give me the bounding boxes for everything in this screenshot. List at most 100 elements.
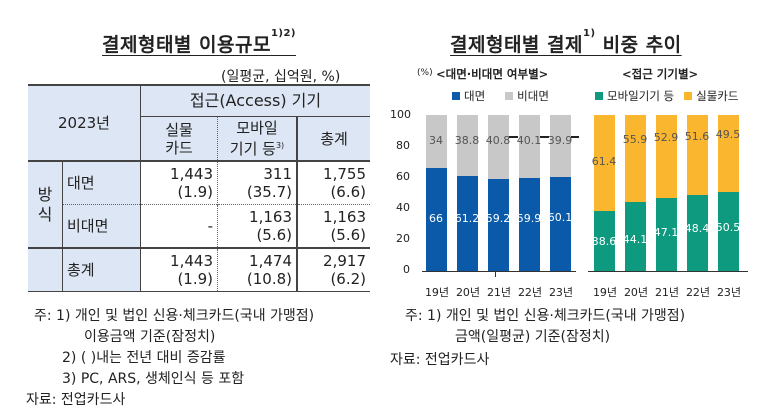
left-notes: 주: 1) 개인 및 법인 신용·체크카드(국내 가맹점) 이용금액 기준(잠정… <box>34 306 314 390</box>
chart2-title: <접근 기기별> <box>622 67 699 81</box>
row-group-method: 방 식 <box>28 161 63 248</box>
note-1-cont: 금액(일평균) 기준(잠정치) <box>455 329 611 345</box>
legend-swatch-mobile <box>595 92 603 100</box>
cell-value: - <box>207 217 213 235</box>
x-tick: 19년 <box>592 286 618 299</box>
left-title: 결제형태별 이용규모1)2) <box>102 28 296 57</box>
bar-label: 61.4 <box>591 155 617 168</box>
chart1-plot: 100 80 60 40 20 0 34 66 38.8 61.2 40.8 5… <box>390 108 579 299</box>
x-tick: 22년 <box>685 286 711 299</box>
right-source: 자료: 전업카드사 <box>390 352 490 368</box>
x-tick: 22년 <box>517 286 543 299</box>
cell-rate: (1.9) <box>177 270 213 288</box>
bar-mobile-19: 38.6 <box>592 211 616 271</box>
note-1: 주: 1) 개인 및 법인 신용·체크카드(국내 가맹점) <box>34 308 315 324</box>
right-title-text: 결제형태별 결제 <box>450 34 583 56</box>
bar-card-19: 61.4 <box>592 115 616 211</box>
chart1-ylabel: (%) <box>417 68 433 78</box>
x-tick: 23년 <box>716 286 742 299</box>
bar-label: 51.6 <box>684 130 710 143</box>
chart1-legend: 대면 비대면 <box>452 88 549 104</box>
row-label-total: 총계 <box>62 248 141 292</box>
bar-label: 39.9 <box>547 134 573 147</box>
right-title-tail: 비중 추이 <box>595 34 682 56</box>
bar-label: 59.9 <box>516 212 542 225</box>
row-label-face: 대면 <box>62 161 141 205</box>
bar-mobile-20: 44.1 <box>623 202 647 271</box>
y-tick: 60 <box>396 170 410 183</box>
row-group-spacer <box>28 248 63 292</box>
bar-mobile-23: 50.5 <box>716 192 740 271</box>
cell-value: 311 <box>263 165 292 183</box>
bar-label: 55.9 <box>622 133 648 146</box>
chart1-title: <대면·비대면 여부별> <box>436 67 549 81</box>
y-tick: 20 <box>396 232 410 245</box>
cell-value: 1,163 <box>249 208 292 226</box>
cell-value: 1,163 <box>323 208 366 226</box>
chart2-plot: 61.4 38.6 55.9 44.1 52.9 47.1 51.6 48.4 … <box>585 108 763 299</box>
col-header-mobile: 모바일 기기 등3) <box>217 116 298 162</box>
bar-mobile-22: 48.4 <box>685 195 709 271</box>
x-axis <box>588 271 748 272</box>
dash-marker <box>540 136 549 138</box>
bar-label: 59.2 <box>485 212 511 225</box>
cell-rate: (35.7) <box>246 183 292 201</box>
left-title-sup: 1)2) <box>270 28 296 39</box>
col-header-total: 총계 <box>297 116 370 162</box>
bar-nonface-22: 40.1 <box>517 115 541 178</box>
legend-label-card: 실물카드 <box>696 89 739 103</box>
axis-tick <box>495 271 496 277</box>
bar-label: 34 <box>429 134 443 147</box>
cell-rate: (10.8) <box>246 270 292 288</box>
right-title: 결제형태별 결제1) 비중 추이 <box>450 28 682 57</box>
cell-value: 1,474 <box>249 252 292 270</box>
cell-rate: (5.6) <box>256 226 292 244</box>
bar-label: 52.9 <box>653 131 679 144</box>
bar-face-19: 66 <box>426 168 447 271</box>
bar-label: 38.8 <box>454 134 480 147</box>
y-tick: 100 <box>390 108 411 121</box>
bar-face-20: 61.2 <box>455 176 479 271</box>
bar-mobile-21: 47.1 <box>654 198 678 271</box>
bar-label: 47.1 <box>653 226 679 239</box>
x-tick: 20년 <box>455 286 481 299</box>
cell-rate: (6.6) <box>330 183 366 201</box>
col-header-card: 실물 카드 <box>140 116 218 162</box>
legend-label-mobile: 모바일기기 등 <box>607 89 675 103</box>
right-notes: 주: 1) 개인 및 법인 신용·체크카드(국내 가맹점) 금액(일평균) 기준… <box>405 306 685 348</box>
bar-label: 60.1 <box>547 211 573 224</box>
bar-nonface-23: 39.9 <box>548 115 572 177</box>
bar-label: 61.2 <box>454 212 480 225</box>
x-tick: 21년 <box>486 286 512 299</box>
x-tick: 19년 <box>424 286 450 299</box>
right-title-sup: 1) <box>582 28 596 39</box>
bar-label: 40.8 <box>485 134 511 147</box>
bar-label: 49.5 <box>715 128 741 141</box>
dash-marker <box>571 136 579 138</box>
bar-label: 50.5 <box>715 221 741 234</box>
table-corner: 2023년 <box>28 85 141 162</box>
bar-label: 48.4 <box>684 222 710 235</box>
bar-face-21: 59.2 <box>486 179 510 271</box>
note-1-cont: 이용금액 기준(잠정치) <box>84 329 216 345</box>
col-header-sup: 3) <box>275 141 285 150</box>
y-tick: 0 <box>403 263 410 276</box>
bar-card-23: 49.5 <box>716 115 740 192</box>
bar-card-21: 52.9 <box>654 115 678 198</box>
bar-face-23: 60.1 <box>548 177 572 271</box>
legend-label-face: 대면 <box>464 89 486 103</box>
bar-face-22: 59.9 <box>517 178 541 271</box>
x-tick: 23년 <box>548 286 574 299</box>
bar-nonface-19: 34 <box>426 115 447 168</box>
row-label-nonface: 비대면 <box>62 204 141 248</box>
bar-card-22: 51.6 <box>685 115 709 195</box>
legend-swatch-nonface <box>505 92 514 100</box>
bar-label: 44.1 <box>622 233 648 246</box>
x-axis <box>422 271 576 272</box>
cell-value: 1,443 <box>170 252 213 270</box>
y-tick: 80 <box>396 139 410 152</box>
bar-label: 66 <box>429 212 443 225</box>
bar-card-20: 55.9 <box>623 115 647 202</box>
table-unit: (일평균, 십억원, %) <box>221 69 341 85</box>
legend-swatch-face <box>452 92 460 100</box>
